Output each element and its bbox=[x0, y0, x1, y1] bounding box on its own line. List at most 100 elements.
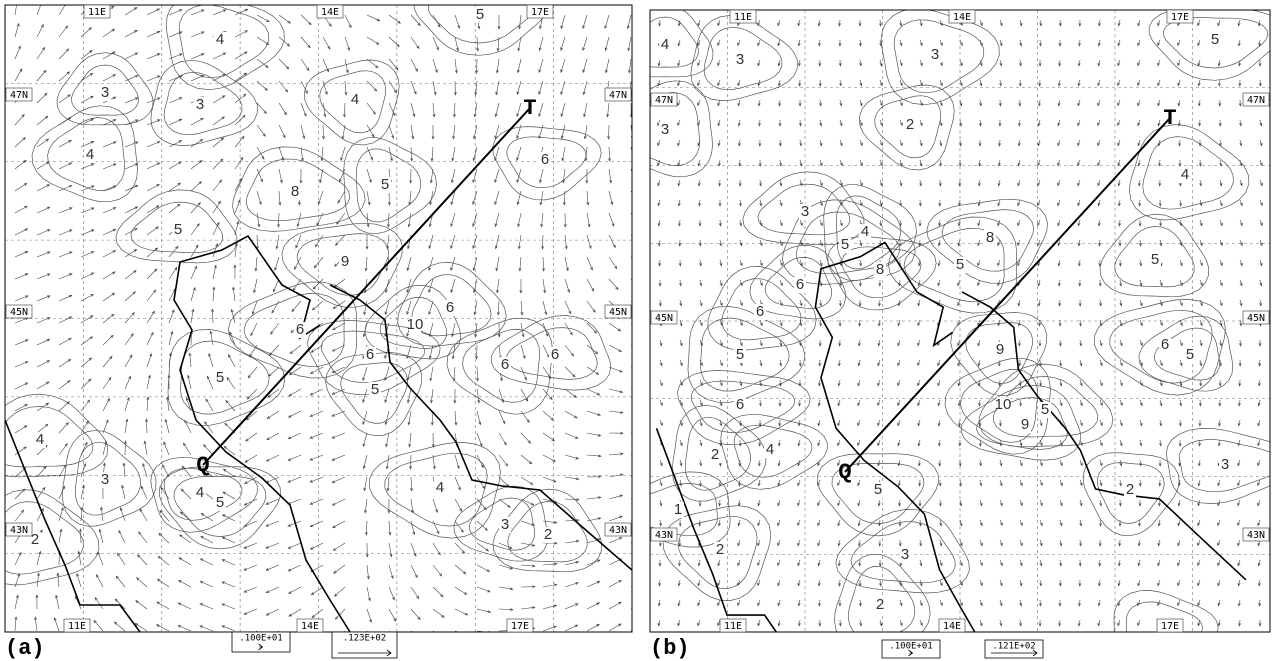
contour-label: 6 bbox=[756, 303, 764, 320]
contour-label: 4 bbox=[861, 223, 869, 240]
label-bg bbox=[1039, 402, 1051, 418]
contour-label: 3 bbox=[801, 203, 809, 220]
contour-label: 9 bbox=[996, 341, 1004, 358]
contour-label: 3 bbox=[931, 46, 939, 63]
contour-label: 4 bbox=[1181, 166, 1189, 183]
panel-label: (a) bbox=[5, 636, 45, 661]
tick-box bbox=[604, 522, 632, 537]
tick-label: 45N bbox=[10, 307, 28, 318]
tick-box bbox=[948, 9, 976, 24]
tick-label: 14E bbox=[953, 12, 971, 23]
label-bg bbox=[539, 152, 551, 168]
contour-label: 3 bbox=[101, 84, 109, 101]
tick-box bbox=[83, 4, 111, 19]
tick-box bbox=[526, 4, 554, 19]
label-bg bbox=[709, 447, 721, 463]
label-bg bbox=[214, 32, 226, 48]
contour-label: 2 bbox=[906, 116, 914, 133]
tick-box bbox=[719, 618, 747, 633]
point-label: T bbox=[523, 96, 536, 121]
contour-label: 6 bbox=[1161, 336, 1169, 353]
contour-label: 4 bbox=[661, 36, 669, 53]
contour-label: 4 bbox=[36, 431, 44, 448]
contour-label: 5 bbox=[956, 256, 964, 273]
label-bg bbox=[339, 254, 351, 270]
label-bg bbox=[794, 277, 806, 293]
ref-label: .100E+01 bbox=[889, 642, 932, 652]
label-bg bbox=[874, 597, 886, 613]
label-bg bbox=[364, 347, 376, 363]
contour-label: 3 bbox=[501, 516, 509, 533]
label-bg bbox=[289, 184, 301, 200]
label-bg bbox=[1209, 32, 1221, 48]
contour-label: 4 bbox=[436, 479, 444, 496]
contour-label: 4 bbox=[766, 441, 774, 458]
label-bg bbox=[764, 442, 776, 458]
contour-label: 5 bbox=[381, 176, 389, 193]
label-bg bbox=[1159, 337, 1171, 353]
section-line bbox=[202, 107, 531, 466]
tick-box bbox=[1166, 9, 1194, 24]
map-content: 43352335488566569109524565543221323 bbox=[650, 10, 1270, 632]
label-bg bbox=[872, 482, 884, 498]
label-bg bbox=[499, 357, 511, 373]
label-bg bbox=[994, 342, 1006, 358]
contour-label: 6 bbox=[501, 356, 509, 373]
tick-label: 43N bbox=[655, 530, 673, 541]
ref-label: .121E+02 bbox=[992, 642, 1035, 652]
tick-label: 17E bbox=[1161, 621, 1179, 632]
label-bg bbox=[474, 7, 486, 23]
label-bg bbox=[859, 224, 871, 240]
label-bg bbox=[1219, 457, 1231, 473]
contour-label: 5 bbox=[1186, 346, 1194, 363]
label-bg bbox=[929, 47, 941, 63]
point-label: Q bbox=[196, 453, 209, 478]
contour-label: 5 bbox=[1041, 401, 1049, 418]
coastline bbox=[173, 234, 351, 632]
ref-box bbox=[231, 631, 291, 653]
tick-label: 17E bbox=[511, 621, 529, 632]
contour-label: 6 bbox=[796, 276, 804, 293]
tick-box bbox=[316, 4, 344, 19]
tick-box bbox=[650, 92, 678, 107]
label-bg bbox=[984, 230, 996, 246]
tick-label: 45N bbox=[655, 313, 673, 324]
label-bg bbox=[1149, 252, 1161, 268]
contour-label: 5 bbox=[174, 221, 182, 238]
contour-lines bbox=[650, 10, 1270, 632]
tick-label: 11E bbox=[724, 621, 742, 632]
contour-label: 5 bbox=[874, 481, 882, 498]
tick-label: 11E bbox=[88, 7, 106, 18]
contour-label: 8 bbox=[876, 261, 884, 278]
label-bg bbox=[954, 257, 966, 273]
tick-label: 47N bbox=[655, 95, 673, 106]
label-bg bbox=[194, 97, 206, 113]
label-bg bbox=[434, 480, 446, 496]
ref-box bbox=[984, 639, 1044, 659]
tick-label: 47N bbox=[10, 90, 28, 101]
ref-box bbox=[881, 639, 941, 659]
contour-label: 2 bbox=[31, 531, 39, 548]
contour-label: 6 bbox=[446, 299, 454, 316]
tick-box bbox=[1242, 92, 1270, 107]
contour-label: 9 bbox=[341, 253, 349, 270]
contour-label: 1 bbox=[674, 501, 682, 518]
contour-label: 10 bbox=[995, 396, 1012, 413]
contour-label: 4 bbox=[351, 91, 359, 108]
label-bg bbox=[904, 117, 916, 133]
contour-label: 6 bbox=[296, 321, 304, 338]
ref-arrow bbox=[258, 643, 264, 651]
tick-label: 14E bbox=[301, 621, 319, 632]
label-bg bbox=[542, 527, 554, 543]
contour-label: 2 bbox=[711, 446, 719, 463]
tick-box bbox=[650, 527, 678, 542]
coastline bbox=[329, 284, 632, 571]
contour-label: 2 bbox=[716, 541, 724, 558]
tick-label: 17E bbox=[1171, 12, 1189, 23]
label-bg bbox=[499, 517, 511, 533]
wind-vectors bbox=[14, 5, 632, 632]
contour-label: 5 bbox=[371, 381, 379, 398]
tick-box bbox=[5, 304, 33, 319]
label-bg bbox=[99, 472, 111, 488]
contour-label: 8 bbox=[291, 183, 299, 200]
